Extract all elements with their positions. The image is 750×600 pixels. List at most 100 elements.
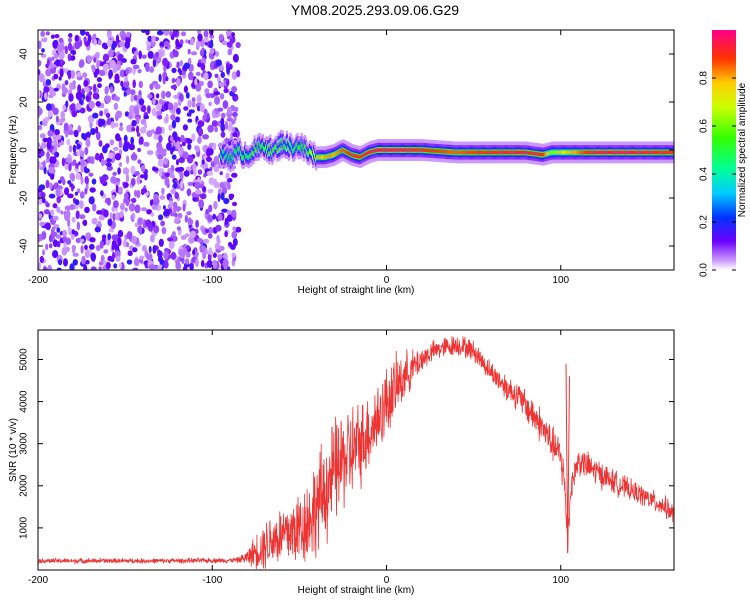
noise-speck (222, 258, 229, 268)
noise-speck (52, 39, 59, 49)
noise-speck (187, 48, 191, 55)
noise-speck (71, 50, 77, 56)
noise-speck (67, 193, 74, 199)
noise-speck (233, 106, 239, 112)
noise-speck (157, 114, 163, 120)
noise-speck (96, 77, 102, 83)
noise-speck (71, 244, 77, 251)
noise-speck (68, 144, 73, 153)
noise-speck (232, 111, 238, 118)
noise-speck (84, 41, 91, 47)
noise-speck (184, 214, 189, 223)
noise-speck (163, 64, 167, 73)
noise-speck (96, 210, 103, 215)
noise-speck (195, 83, 202, 92)
noise-speck (51, 56, 55, 61)
noise-speck (219, 93, 225, 100)
noise-speck (197, 120, 205, 127)
noise-speck (131, 235, 137, 245)
noise-speck (136, 116, 140, 125)
noise-speck (222, 100, 229, 109)
noise-speck (147, 50, 154, 59)
noise-speck (98, 69, 106, 77)
snr-y-ticks: 1000 2000 3000 4000 5000 (19, 348, 674, 539)
noise-speck (55, 115, 59, 123)
noise-speck (155, 126, 162, 135)
noise-speck (157, 249, 161, 255)
noise-speck (147, 35, 153, 42)
noise-speck (136, 190, 141, 199)
noise-speck (45, 179, 50, 189)
noise-speck (197, 33, 203, 42)
noise-speck (154, 83, 161, 90)
noise-speck (72, 252, 79, 257)
noise-speck (58, 259, 63, 266)
noise-speck (213, 142, 217, 151)
x-tick-label: -200 (28, 275, 48, 286)
noise-speck (214, 73, 219, 79)
noise-speck (56, 241, 61, 248)
noise-speck (150, 129, 155, 134)
noise-speck (54, 151, 60, 158)
y-tick-label: 40 (19, 48, 30, 60)
noise-speck (226, 66, 230, 75)
noise-speck (184, 258, 190, 265)
noise-speck (151, 107, 157, 117)
noise-speck (124, 40, 131, 49)
noise-speck (123, 192, 129, 200)
noise-speck (209, 166, 213, 172)
signal-cell (658, 150, 661, 155)
noise-speck (155, 93, 160, 99)
noise-speck (49, 62, 54, 69)
noise-speck (75, 210, 80, 219)
noise-speck (181, 31, 186, 37)
noise-speck (226, 78, 230, 87)
noise-speck (152, 245, 157, 254)
noise-speck (187, 218, 194, 226)
signal-cell (612, 150, 615, 155)
noise-speck (60, 110, 65, 119)
noise-speck (53, 87, 59, 92)
noise-speck (134, 50, 139, 56)
noise-speck (83, 264, 88, 270)
noise-speck (188, 71, 194, 81)
noise-speck (212, 252, 217, 258)
noise-speck (85, 232, 92, 240)
noise-speck (96, 59, 100, 69)
noise-speck (128, 143, 135, 151)
noise-speck (173, 50, 179, 58)
noise-speck (106, 30, 112, 39)
noise-speck (181, 141, 186, 147)
noise-speck (94, 73, 98, 78)
noise-speck (91, 34, 95, 44)
noise-speck (72, 159, 77, 164)
noise-speck (179, 171, 184, 181)
noise-speck (197, 106, 201, 112)
noise-speck (92, 203, 97, 212)
noise-speck (223, 88, 229, 94)
noise-speck (202, 186, 207, 193)
noise-speck (218, 33, 224, 42)
noise-speck (156, 30, 164, 36)
noise-speck (187, 99, 193, 108)
noise-speck (54, 59, 61, 67)
noise-speck (187, 143, 192, 150)
noise-speck (96, 131, 101, 141)
noise-speck (236, 69, 241, 78)
noise-speck (162, 57, 169, 67)
noise-speck (195, 71, 201, 76)
noise-speck (216, 234, 220, 243)
noise-speck (114, 244, 120, 252)
noise-speck (175, 206, 182, 212)
y-tick-label: 3000 (19, 432, 30, 455)
noise-speck (140, 164, 146, 172)
noise-speck (159, 41, 165, 47)
noise-speck (131, 127, 136, 132)
noise-speck (45, 157, 50, 163)
noise-speck (119, 126, 124, 132)
noise-speck (65, 157, 72, 163)
noise-speck (231, 172, 238, 178)
noise-speck (181, 251, 185, 259)
noise-speck (84, 166, 88, 172)
noise-speck (130, 153, 138, 161)
